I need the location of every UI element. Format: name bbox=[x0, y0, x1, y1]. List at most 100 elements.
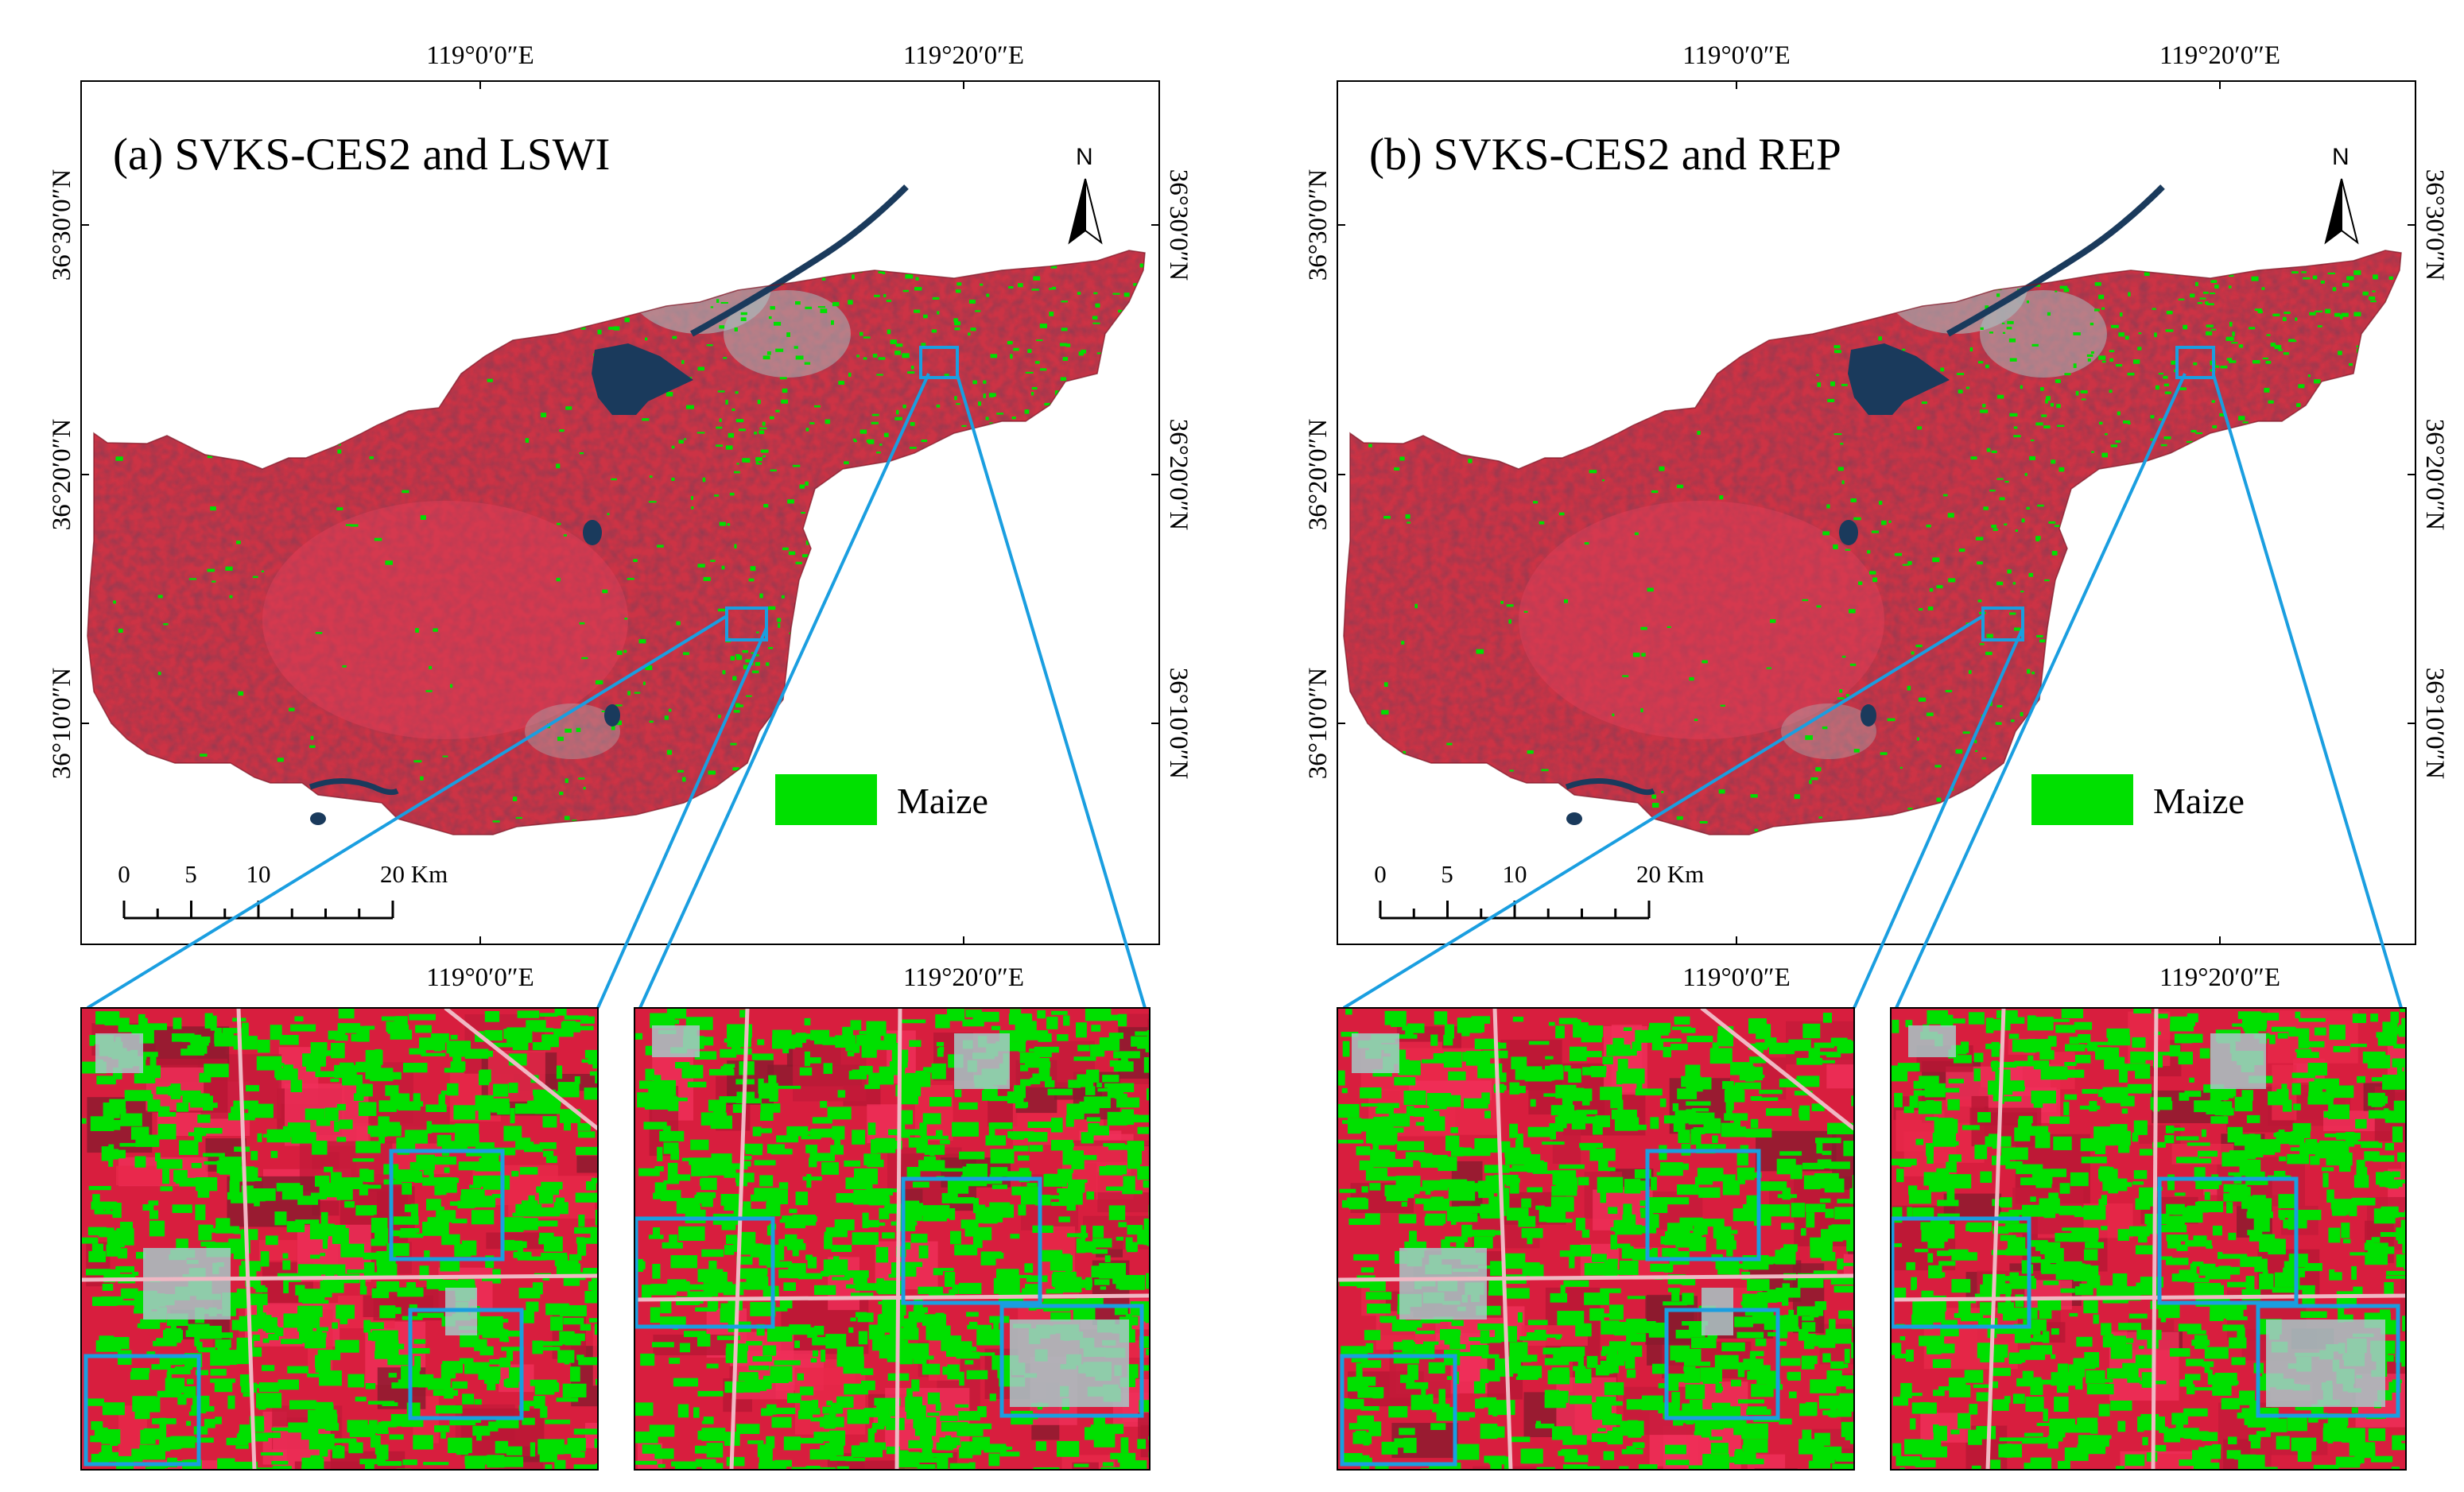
maize-field bbox=[1713, 1144, 1726, 1149]
maize-field bbox=[1755, 1339, 1767, 1347]
maize-field bbox=[867, 1159, 884, 1168]
maize-field bbox=[1116, 1236, 1123, 1241]
maize-pixel bbox=[645, 665, 653, 670]
maize-field bbox=[1038, 1076, 1052, 1082]
maize-field bbox=[1805, 1203, 1826, 1212]
maize-pixel bbox=[1868, 571, 1876, 575]
maize-pixel bbox=[1697, 431, 1701, 435]
maize-field bbox=[545, 1464, 553, 1470]
maize-field bbox=[1512, 1017, 1523, 1022]
maize-pixel bbox=[718, 715, 721, 719]
maize-field bbox=[1496, 1372, 1514, 1377]
maize-field bbox=[962, 1019, 984, 1027]
maize-field bbox=[194, 1127, 203, 1142]
maize-field bbox=[359, 1184, 368, 1196]
maize-field bbox=[597, 1442, 598, 1452]
lon-label-top: 119°20′0″E bbox=[903, 41, 1024, 70]
maize-field bbox=[1782, 1283, 1790, 1293]
maize-field bbox=[1488, 1279, 1504, 1293]
maize-field bbox=[1408, 1187, 1434, 1192]
maize-field bbox=[2187, 1142, 2210, 1146]
maize-field bbox=[91, 1243, 103, 1254]
maize-pixel bbox=[2064, 373, 2071, 376]
maize-pixel bbox=[2353, 312, 2361, 316]
maize-field bbox=[871, 1139, 878, 1154]
maize-field bbox=[1713, 1226, 1732, 1239]
maize-pixel bbox=[2029, 455, 2035, 460]
maize-pixel bbox=[2098, 294, 2105, 300]
maize-field bbox=[1146, 1349, 1150, 1355]
maize-field bbox=[1623, 1027, 1632, 1031]
maize-field bbox=[1484, 1165, 1510, 1173]
maize-field bbox=[487, 1455, 505, 1468]
maize-pixel bbox=[1999, 497, 2005, 501]
maize-field bbox=[1591, 1254, 1607, 1262]
maize-pixel bbox=[1833, 345, 1841, 349]
maize-pixel bbox=[1980, 409, 1989, 413]
maize-field bbox=[394, 1016, 408, 1032]
maize-field bbox=[2307, 1096, 2334, 1105]
maize-pixel bbox=[2063, 288, 2070, 293]
maize-field bbox=[1046, 1173, 1055, 1182]
maize-pixel bbox=[921, 440, 928, 443]
maize-pixel bbox=[1837, 467, 1844, 471]
maize-field bbox=[985, 1135, 1007, 1146]
maize-field bbox=[534, 1382, 555, 1395]
maize-pixel bbox=[583, 786, 586, 790]
maize-field bbox=[424, 1250, 430, 1258]
maize-field bbox=[806, 1173, 812, 1188]
maize-field bbox=[1504, 1288, 1530, 1299]
maize-field bbox=[423, 1170, 434, 1176]
maize-field bbox=[1845, 1433, 1854, 1440]
maize-pixel bbox=[762, 421, 766, 426]
maize-field bbox=[960, 1219, 978, 1229]
maize-pixel bbox=[420, 515, 426, 520]
maize-field bbox=[1725, 1105, 1733, 1118]
maize-pixel bbox=[2128, 292, 2131, 296]
maize-field bbox=[799, 1067, 813, 1076]
maize-field bbox=[320, 1264, 346, 1275]
maize-pixel bbox=[782, 388, 788, 393]
maize-pixel bbox=[2008, 338, 2016, 343]
highlight-box bbox=[1645, 1149, 1761, 1261]
maize-pixel bbox=[615, 720, 622, 726]
maize-field bbox=[1346, 1398, 1364, 1409]
maize-field bbox=[635, 1460, 658, 1465]
maize-pixel bbox=[2309, 312, 2316, 316]
maize-pixel bbox=[902, 353, 910, 358]
highlight-box bbox=[634, 1216, 775, 1329]
maize-field bbox=[1651, 1041, 1663, 1051]
maize-pixel bbox=[541, 413, 547, 417]
maize-field bbox=[972, 1198, 979, 1214]
maize-field bbox=[94, 1211, 122, 1215]
maize-field bbox=[1576, 1051, 1602, 1058]
maize-field bbox=[1650, 1263, 1674, 1272]
maize-field bbox=[1484, 1110, 1491, 1118]
maize-field bbox=[1746, 1195, 1759, 1206]
maize-field bbox=[672, 1097, 688, 1102]
maize-field bbox=[404, 1204, 417, 1212]
maize-field bbox=[923, 1067, 933, 1073]
maize-field bbox=[1426, 1213, 1446, 1224]
maize-field bbox=[690, 1139, 709, 1150]
maize-field bbox=[1560, 1285, 1566, 1298]
maize-pixel bbox=[968, 332, 971, 336]
maize-pixel bbox=[2312, 275, 2318, 280]
maize-field bbox=[520, 1401, 537, 1407]
maize-pixel bbox=[512, 796, 518, 801]
maize-field bbox=[1726, 1241, 1733, 1257]
maize-field bbox=[801, 1033, 828, 1040]
maize-pixel bbox=[369, 456, 374, 459]
maize-field bbox=[391, 1244, 398, 1252]
maize-field bbox=[1628, 1422, 1642, 1438]
maize-field bbox=[1832, 1463, 1854, 1470]
maize-pixel bbox=[853, 440, 857, 443]
maize-field bbox=[956, 1429, 984, 1436]
maize-field bbox=[1558, 1451, 1573, 1456]
maize-field bbox=[1702, 1377, 1720, 1384]
maize-pixel bbox=[852, 438, 856, 440]
maize-field bbox=[146, 1397, 161, 1413]
maize-field bbox=[106, 1451, 113, 1459]
maize-field bbox=[1524, 1154, 1541, 1167]
maize-field bbox=[991, 1184, 1007, 1189]
